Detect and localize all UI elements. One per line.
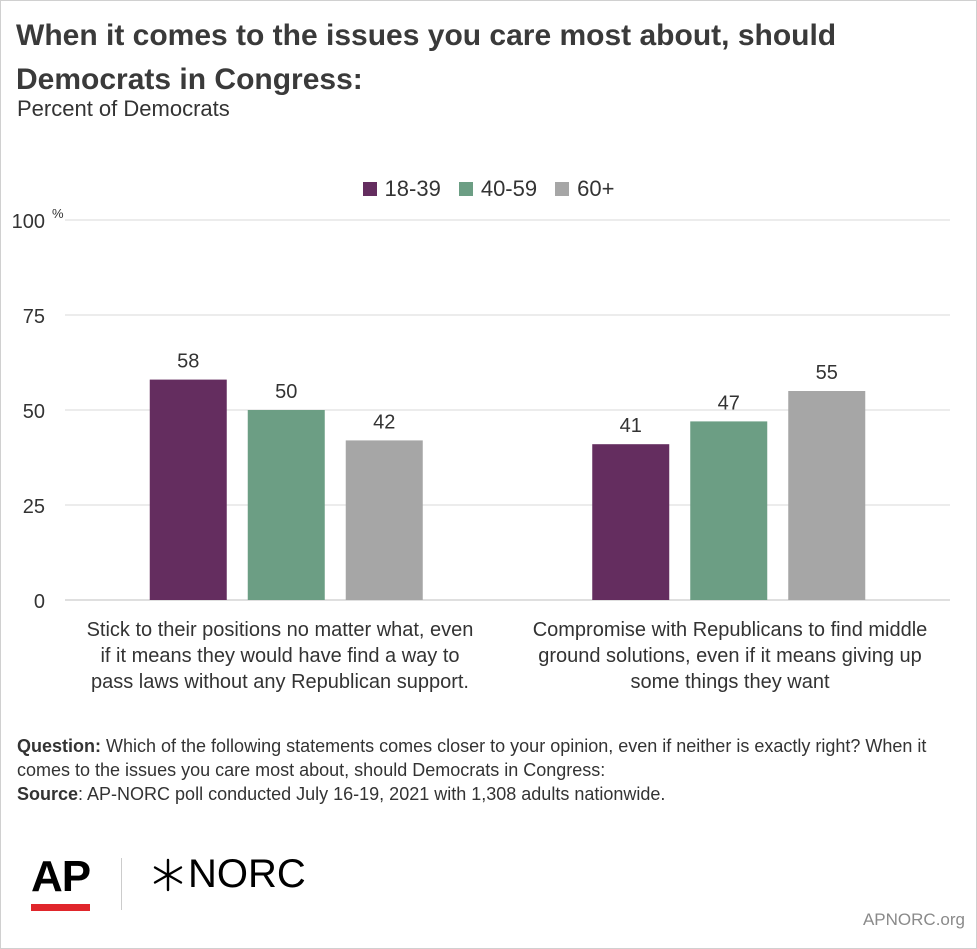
category-label-line: pass laws without any Republican support… (91, 671, 469, 693)
y-tick-label: 50 (23, 401, 45, 423)
question-note: Question: Which of the following stateme… (17, 734, 957, 782)
chart-subtitle: Percent of Democrats (17, 96, 230, 121)
site-url: APNORC.org (862, 910, 965, 929)
data-label: 41 (620, 415, 642, 437)
question-text: Which of the following statements comes … (17, 736, 927, 780)
category-label-compromise: Compromise with Republicans to find midd… (500, 617, 960, 695)
category-label-stick: Stick to their positions no matter what,… (50, 617, 510, 695)
data-label: 42 (373, 411, 395, 433)
bar-chart: 0 25 50 75 100 % 58 50 42 41 47 55 (12, 206, 950, 613)
category-label-line: if it means they would have find a way t… (100, 645, 460, 667)
data-label: 47 (718, 392, 740, 414)
category-label-line: some things they want (630, 671, 830, 693)
legend-swatch (362, 182, 377, 196)
question-label: Question: (17, 736, 101, 756)
legend-swatch (458, 182, 473, 196)
category-label-line: Stick to their positions no matter what,… (86, 619, 474, 641)
legend-item-18-39: 18-39 (362, 176, 441, 202)
legend-label: 60+ (577, 176, 615, 201)
category-label-line: Compromise with Republicans to find midd… (532, 619, 928, 641)
norc-logo-text: NORC (188, 852, 306, 896)
bar (149, 379, 227, 600)
legend-item-60-plus: 60+ (555, 176, 614, 202)
bar (690, 421, 768, 600)
norc-star-icon (153, 858, 183, 891)
legend-item-40-59: 40-59 (458, 176, 538, 202)
y-tick-label: 75 (23, 306, 45, 328)
bar (788, 391, 866, 600)
source-label: Source (17, 784, 79, 804)
y-tick-label: 100 (12, 211, 45, 233)
bar (592, 444, 670, 600)
category-label-line: ground solutions, even if it means givin… (538, 645, 922, 667)
y-tick-label: 0 (34, 591, 45, 613)
y-unit-label: % (52, 206, 64, 221)
footnote: Question: Which of the following stateme… (17, 734, 957, 806)
source-note: Source: AP-NORC poll conducted July 16-1… (17, 782, 957, 806)
legend-label: 40-59 (480, 176, 538, 201)
data-label: 55 (816, 362, 838, 384)
logo-divider (121, 858, 122, 910)
bar (247, 410, 325, 600)
bar (345, 440, 423, 600)
legend-swatch (555, 182, 570, 196)
source-text: : AP-NORC poll conducted July 16-19, 202… (78, 784, 666, 804)
y-tick-label: 25 (23, 496, 45, 518)
legend-label: 18-39 (384, 176, 441, 201)
norc-logo: NORC (150, 852, 306, 897)
ap-logo: AP (31, 852, 91, 901)
data-label: 58 (177, 351, 199, 373)
legend: 18-39 40-59 60+ (0, 176, 977, 202)
data-label: 50 (275, 381, 297, 403)
chart-title: When it comes to the issues you care mos… (16, 19, 837, 96)
ap-logo-bar (31, 904, 90, 911)
